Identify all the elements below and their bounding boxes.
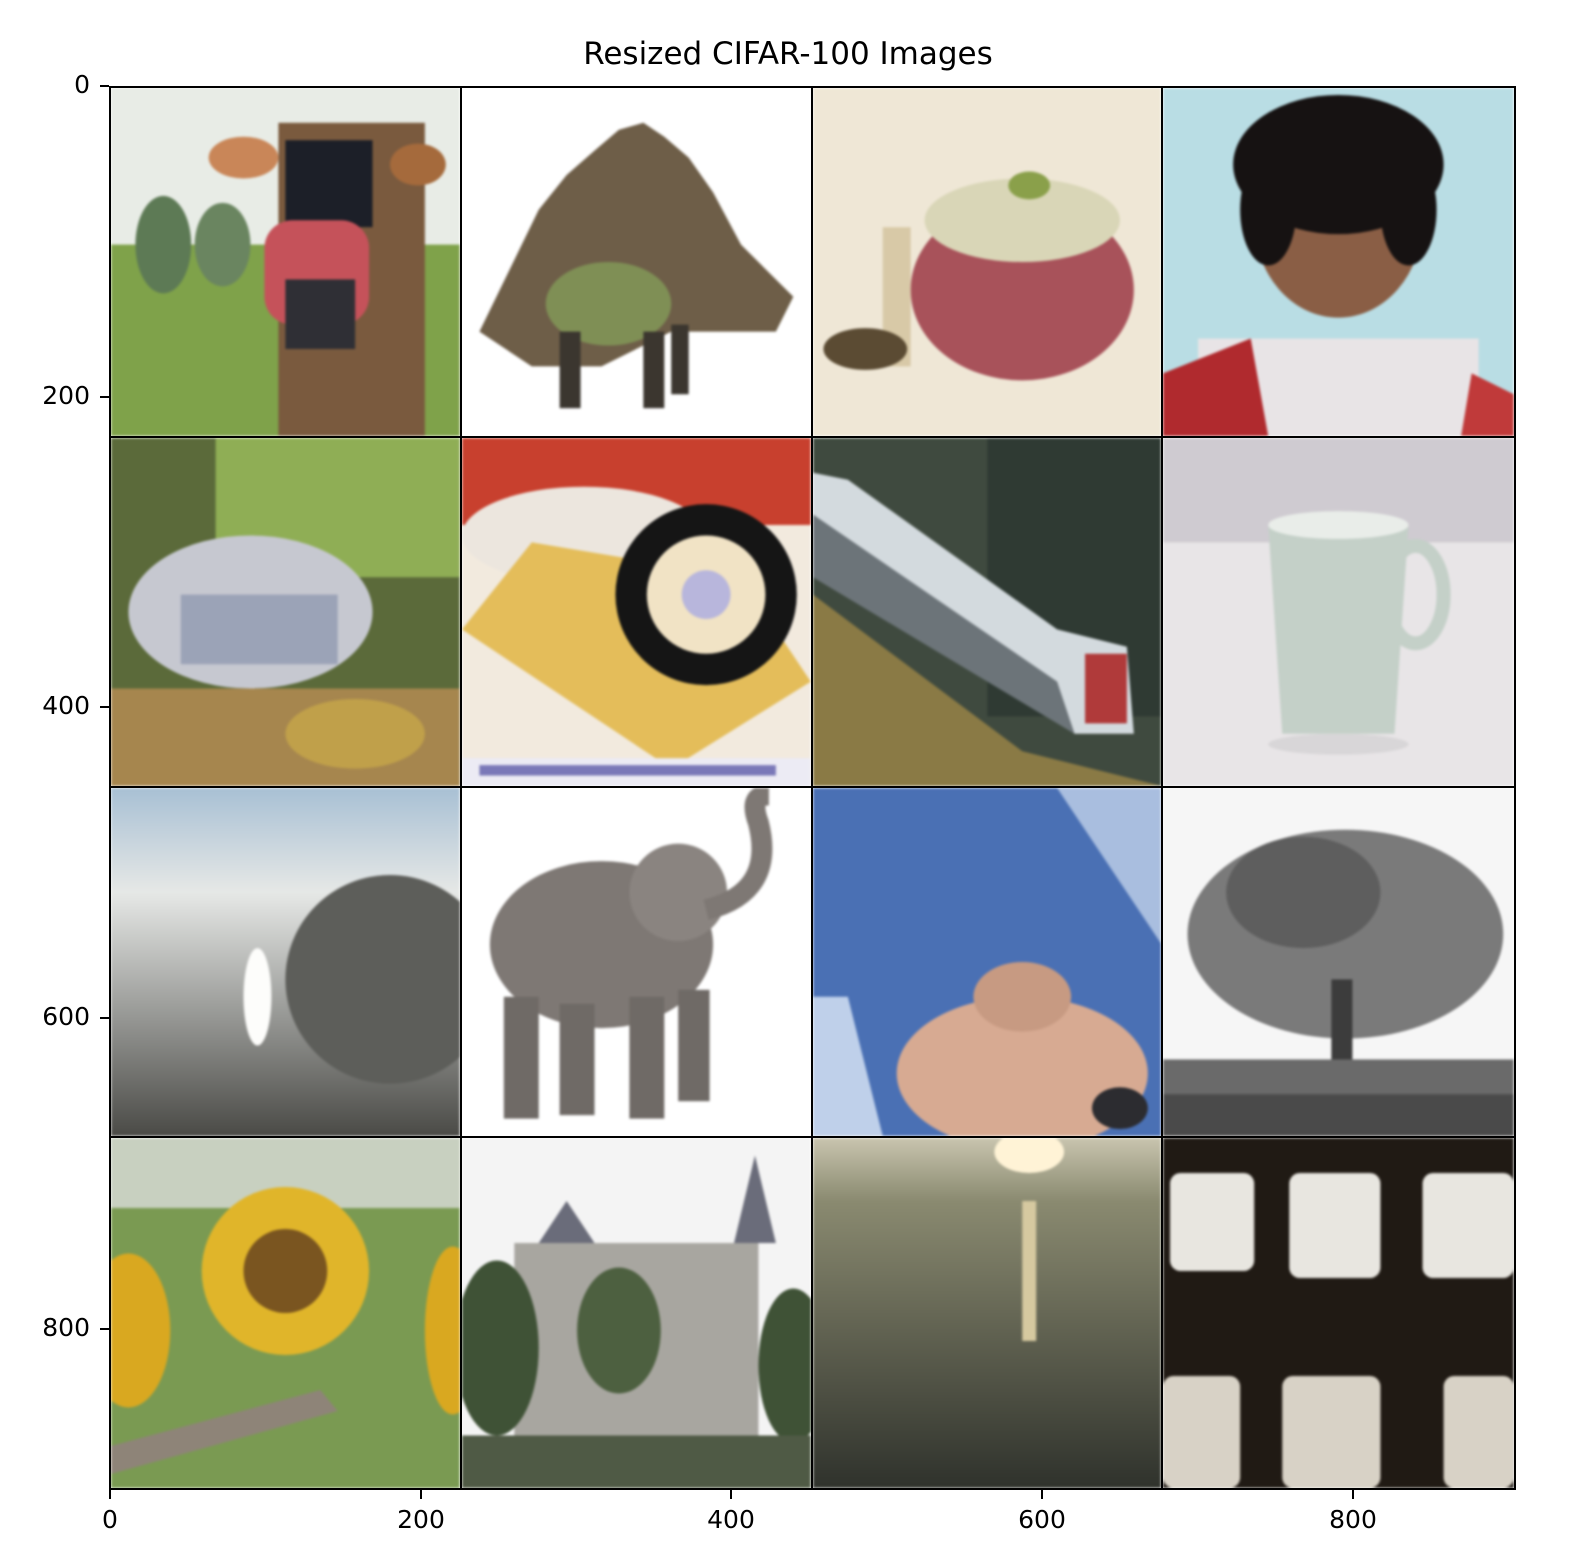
- image-telephone: [461, 438, 813, 788]
- image-grid: [111, 88, 1514, 1488]
- y-tick-mark: [100, 1328, 109, 1330]
- x-tick-label: 800: [1329, 1505, 1377, 1534]
- y-tick-mark: [100, 706, 109, 708]
- image-train: [812, 438, 1164, 788]
- image-keyboard-hand: [812, 788, 1164, 1138]
- x-tick-mark: [730, 1490, 732, 1499]
- image-castle: [461, 1138, 813, 1488]
- y-tick-label: 0: [74, 70, 90, 99]
- image-cow: [111, 88, 462, 438]
- image-sunflower: [111, 1138, 462, 1488]
- image-oak-tree: [1163, 788, 1514, 1138]
- x-tick-label: 400: [707, 1505, 755, 1534]
- y-tick-mark: [100, 85, 109, 87]
- y-tick-label: 200: [42, 381, 90, 410]
- x-tick-label: 0: [102, 1505, 118, 1534]
- image-house: [111, 438, 462, 788]
- y-tick-label: 600: [42, 1002, 90, 1031]
- image-keyboard-keys: [1163, 1138, 1514, 1488]
- image-cloud: [111, 788, 462, 1138]
- image-elephant: [461, 788, 813, 1138]
- x-tick-label: 600: [1018, 1505, 1066, 1534]
- image-sea-sunset: [812, 1138, 1164, 1488]
- y-tick-mark: [100, 396, 109, 398]
- x-tick-mark: [420, 1490, 422, 1499]
- image-boy: [1163, 88, 1514, 438]
- x-tick-mark: [1352, 1490, 1354, 1499]
- image-stegosaurus: [461, 88, 813, 438]
- x-tick-mark: [109, 1490, 111, 1499]
- y-tick-label: 400: [42, 691, 90, 720]
- x-tick-label: 200: [397, 1505, 445, 1534]
- image-cup: [1163, 438, 1514, 788]
- image-grid-axes: [109, 86, 1516, 1490]
- y-tick-label: 800: [42, 1313, 90, 1342]
- figure-title: Resized CIFAR-100 Images: [583, 36, 993, 72]
- y-tick-mark: [100, 1017, 109, 1019]
- image-apple: [812, 88, 1164, 438]
- x-tick-mark: [1041, 1490, 1043, 1499]
